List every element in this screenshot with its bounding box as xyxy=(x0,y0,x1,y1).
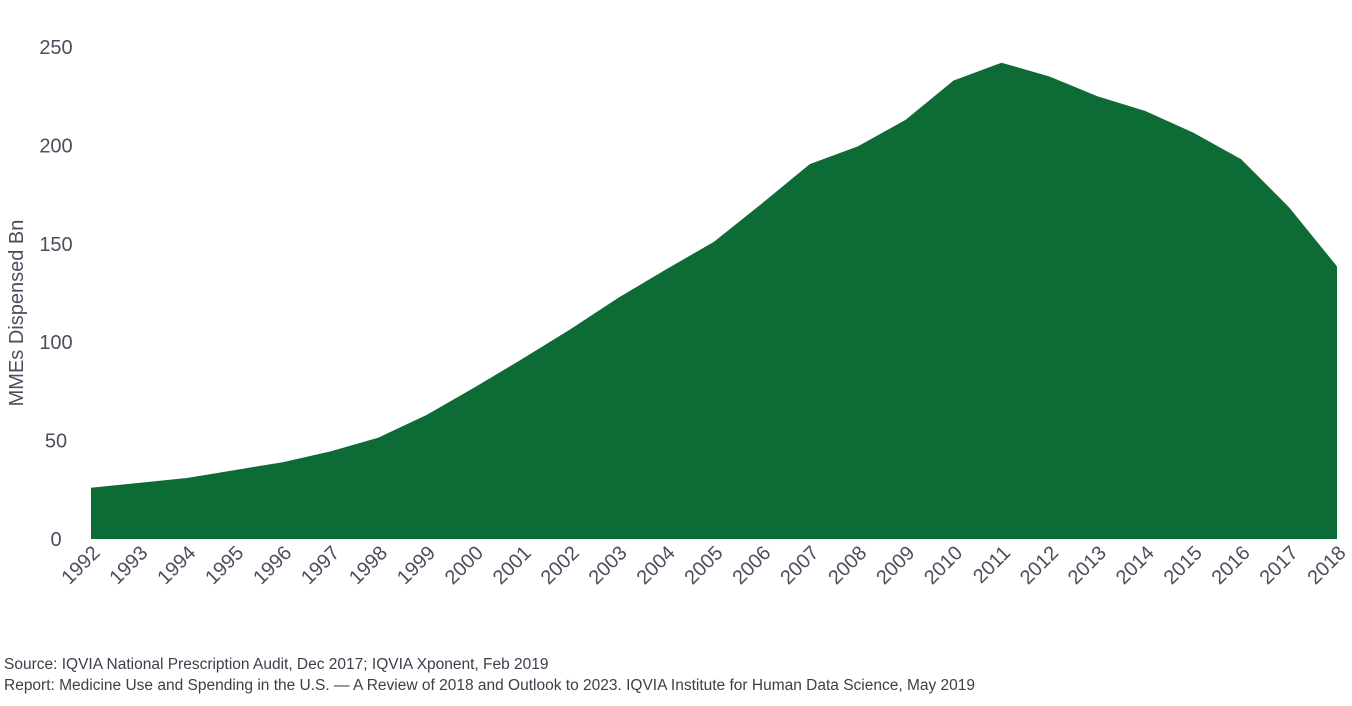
x-tick-label: 2008 xyxy=(824,542,871,589)
y-axis-label: MMEs Dispensed Bn xyxy=(6,220,28,407)
area-series-mmes xyxy=(91,62,1337,539)
x-tick-label: 2003 xyxy=(585,542,632,589)
x-tick-label: 2010 xyxy=(920,542,967,589)
y-tick-label: 200 xyxy=(39,135,72,157)
x-tick-label: 2001 xyxy=(489,542,536,589)
x-tick-label: 2011 xyxy=(969,542,1015,588)
x-tick-label: 2013 xyxy=(1064,542,1111,589)
x-tick-label: 2006 xyxy=(728,542,775,589)
x-tick-label: 1994 xyxy=(153,542,200,589)
x-tick-label: 1996 xyxy=(249,542,296,589)
report-note: Report: Medicine Use and Spending in the… xyxy=(4,677,976,694)
x-tick-label: 2000 xyxy=(441,542,488,589)
x-tick-label: 2004 xyxy=(633,542,680,589)
source-note: Source: IQVIA National Prescription Audi… xyxy=(4,656,549,673)
x-tick-label: 1993 xyxy=(105,542,152,589)
y-tick-label: 150 xyxy=(39,234,72,256)
area-chart: 0 50 100 150 200 250 1992 1993 1994 1995 1996 1997… xyxy=(6,37,1351,589)
y-tick-label: 100 xyxy=(39,332,72,354)
x-tick-label: 2002 xyxy=(537,542,584,589)
y-tick-label: 0 xyxy=(50,529,61,551)
x-tick-label: 2016 xyxy=(1208,542,1255,589)
y-axis-ticks: 0 50 100 150 200 250 xyxy=(39,37,72,551)
x-tick-label: 2005 xyxy=(681,542,728,589)
x-tick-label: 2018 xyxy=(1304,542,1351,589)
x-tick-label: 2007 xyxy=(776,542,823,589)
x-tick-label: 2009 xyxy=(872,542,919,589)
x-tick-label: 2012 xyxy=(1016,542,1063,589)
x-tick-label: 1998 xyxy=(345,542,392,589)
y-tick-label: 50 xyxy=(45,431,67,453)
x-tick-label: 1999 xyxy=(393,542,440,589)
x-tick-label: 1992 xyxy=(58,542,105,589)
x-axis-ticks: 1992 1993 1994 1995 1996 1997 1998 1999 2000 2001… xyxy=(58,542,1351,589)
x-tick-label: 2017 xyxy=(1256,542,1303,589)
x-tick-label: 1995 xyxy=(201,542,248,589)
x-tick-label: 1997 xyxy=(297,542,344,589)
x-tick-label: 2014 xyxy=(1112,542,1159,589)
y-tick-label: 250 xyxy=(39,37,72,59)
x-tick-label: 2015 xyxy=(1160,542,1207,589)
